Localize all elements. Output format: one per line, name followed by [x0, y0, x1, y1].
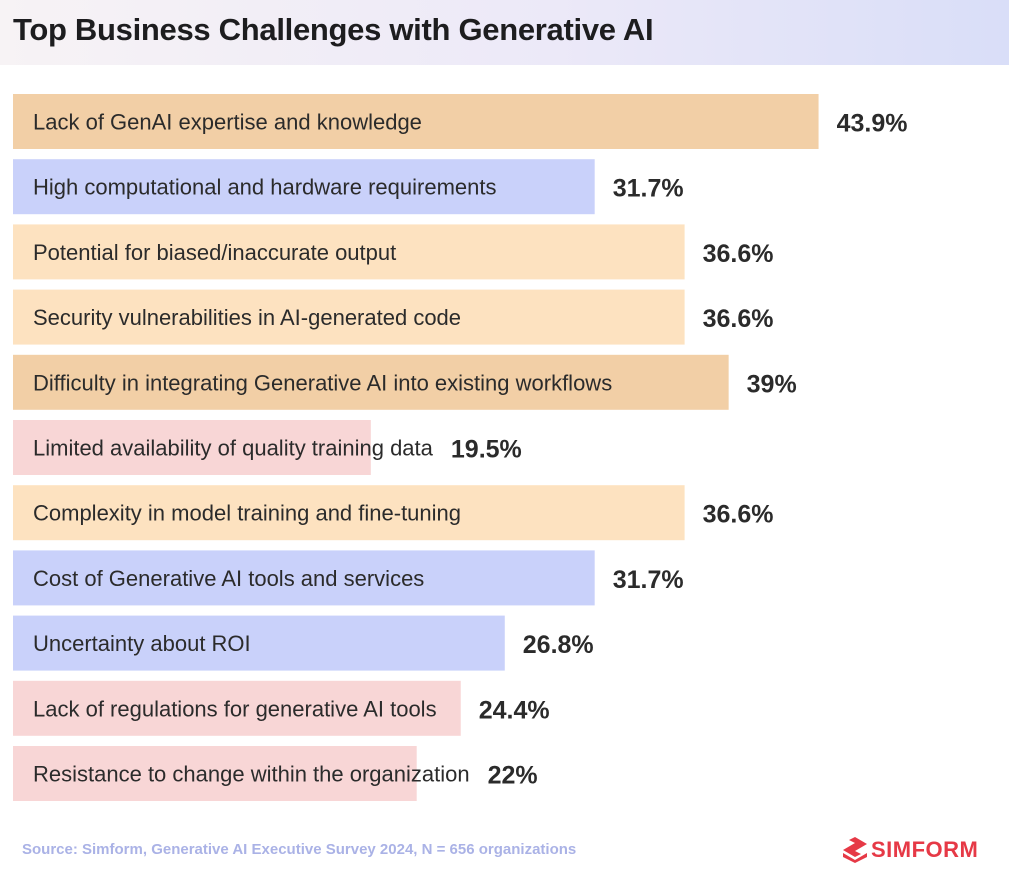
bar [13, 746, 417, 801]
simform-logo: SIMFORM [842, 836, 978, 864]
bar [13, 550, 595, 606]
bar-label: Lack of GenAI expertise and knowledge [33, 110, 422, 135]
value-label: 36.6% [703, 501, 774, 529]
brand-name: SIMFORM [871, 837, 979, 862]
bar [13, 159, 595, 215]
bar-label: High computational and hardware requirem… [33, 175, 496, 200]
value-label: 39% [747, 370, 797, 398]
simform-logo-icon [843, 837, 867, 863]
bar [13, 485, 685, 541]
bar-label: Resistance to change within the organiza… [33, 762, 470, 787]
value-label: 43.9% [837, 110, 908, 138]
value-label: 22% [488, 762, 538, 790]
bar [13, 420, 371, 475]
value-label: 31.7% [613, 566, 684, 594]
title-band [0, 0, 1009, 65]
bar [13, 289, 685, 345]
value-label: 19.5% [451, 436, 522, 464]
value-label: 24.4% [479, 696, 550, 724]
value-label: 36.6% [703, 305, 774, 333]
bar [13, 94, 819, 149]
bar-label: Security vulnerabilities in AI-generated… [33, 305, 461, 330]
bar [13, 354, 729, 410]
bar-label: Complexity in model training and fine-tu… [33, 501, 461, 526]
value-label: 31.7% [613, 175, 684, 203]
bar-label: Limited availability of quality training… [33, 436, 434, 461]
value-label: 26.8% [523, 631, 594, 659]
bar [13, 680, 461, 736]
bar [13, 615, 505, 671]
bar-label: Lack of regulations for generative AI to… [33, 696, 437, 721]
bar-label: Potential for biased/inaccurate output [33, 240, 396, 265]
value-label: 36.6% [703, 240, 774, 268]
bar-chart: Lack of GenAI expertise and knowledge 43.… [13, 94, 908, 801]
bar-label: Uncertainty about ROI [33, 631, 251, 656]
bar-label: Difficulty in integrating Generative AI … [33, 370, 612, 395]
bar-label: Cost of Generative AI tools and services [33, 566, 424, 591]
page-title: Top Business Challenges with Generative … [13, 12, 654, 47]
bar [13, 224, 685, 280]
source-note: Source: Simform, Generative AI Executive… [22, 841, 577, 858]
